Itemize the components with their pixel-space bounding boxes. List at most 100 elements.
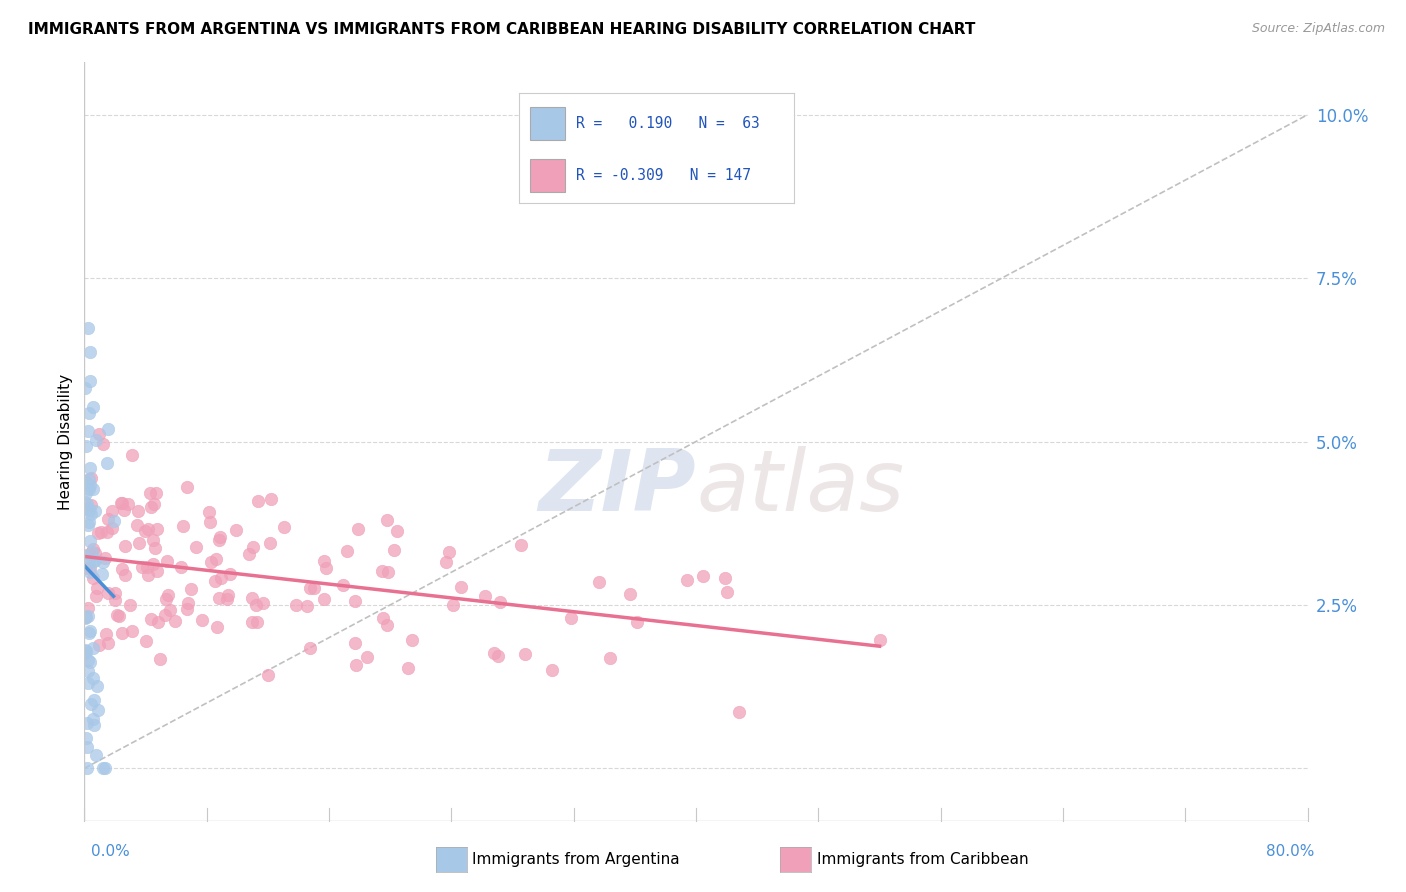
- Point: [510, 538, 533, 552]
- Point: [163, 614, 186, 628]
- Point: [110, 496, 132, 510]
- Point: [75, 495, 97, 509]
- Point: [80, 498, 103, 512]
- Point: [139, 486, 162, 500]
- Point: [143, 541, 166, 556]
- Point: [75, 610, 97, 624]
- Point: [75, 644, 97, 658]
- Point: [79, 561, 101, 575]
- Text: Immigrants from Argentina: Immigrants from Argentina: [472, 853, 681, 867]
- Point: [190, 613, 212, 627]
- Point: [103, 514, 125, 528]
- Point: [142, 497, 165, 511]
- Point: [298, 582, 321, 596]
- Point: [377, 565, 399, 579]
- Point: [198, 515, 221, 529]
- Point: [77, 600, 100, 615]
- Point: [79, 626, 101, 640]
- Point: [77, 609, 100, 624]
- Point: [134, 524, 156, 538]
- Text: atlas: atlas: [696, 445, 904, 529]
- Point: [336, 543, 359, 558]
- Point: [82, 571, 104, 585]
- Point: [82, 400, 104, 414]
- Point: [488, 595, 510, 609]
- Point: [77, 547, 100, 561]
- Point: [77, 482, 100, 496]
- Point: [75, 610, 97, 624]
- Point: [80, 545, 103, 559]
- Point: [121, 624, 143, 638]
- Point: [312, 591, 335, 606]
- Point: [79, 533, 101, 548]
- Point: [111, 626, 134, 640]
- Point: [396, 661, 419, 675]
- Point: [215, 592, 238, 607]
- Point: [439, 545, 461, 559]
- Point: [114, 567, 136, 582]
- Point: [83, 693, 105, 707]
- Point: [145, 486, 167, 500]
- Point: [315, 561, 337, 575]
- Point: [96, 525, 118, 540]
- Point: [91, 761, 114, 775]
- Point: [314, 553, 336, 567]
- Point: [110, 495, 132, 509]
- Point: [136, 522, 159, 536]
- Point: [83, 504, 105, 518]
- Point: [716, 585, 738, 599]
- Point: [728, 705, 751, 719]
- Point: [344, 657, 367, 672]
- Point: [252, 596, 274, 610]
- Point: [104, 593, 127, 607]
- Point: [180, 582, 202, 597]
- Text: ZIP: ZIP: [538, 445, 696, 529]
- Point: [82, 712, 104, 726]
- Point: [375, 617, 398, 632]
- Point: [176, 480, 198, 494]
- Point: [77, 676, 100, 690]
- Point: [79, 344, 101, 359]
- Point: [112, 502, 135, 516]
- Point: [247, 493, 270, 508]
- Point: [91, 555, 114, 569]
- Point: [79, 565, 101, 579]
- Point: [76, 496, 98, 510]
- Point: [75, 643, 97, 657]
- Point: [80, 507, 103, 521]
- Point: [83, 554, 105, 568]
- Point: [588, 574, 610, 589]
- Point: [80, 471, 103, 485]
- Point: [82, 541, 104, 556]
- Point: [441, 598, 464, 612]
- Point: [80, 697, 103, 711]
- Point: [184, 541, 207, 555]
- Point: [205, 620, 228, 634]
- Point: [347, 522, 370, 536]
- Point: [76, 715, 98, 730]
- Point: [91, 437, 114, 451]
- Point: [136, 567, 159, 582]
- Point: [217, 588, 239, 602]
- Point: [97, 586, 120, 600]
- Point: [77, 517, 100, 532]
- Point: [273, 520, 295, 534]
- Point: [75, 381, 97, 395]
- Point: [87, 526, 110, 541]
- Point: [83, 718, 105, 732]
- Point: [84, 434, 107, 448]
- Point: [75, 439, 97, 453]
- Point: [240, 615, 263, 630]
- Point: [238, 547, 260, 561]
- Point: [79, 624, 101, 639]
- Point: [84, 553, 107, 567]
- Point: [76, 739, 98, 754]
- Point: [209, 530, 232, 544]
- Point: [344, 594, 367, 608]
- Point: [87, 703, 110, 717]
- Point: [401, 633, 423, 648]
- Point: [384, 543, 406, 558]
- Point: [75, 646, 97, 660]
- Point: [692, 569, 714, 583]
- Point: [486, 648, 509, 663]
